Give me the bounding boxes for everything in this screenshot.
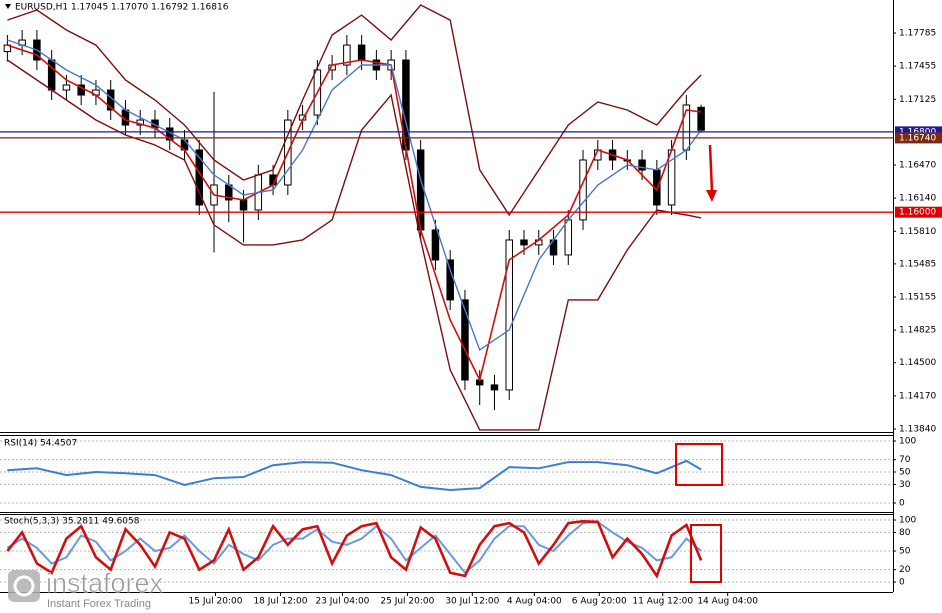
panel [0,440,893,504]
candle-body [564,219,573,256]
candle-body [520,239,528,246]
y-tick-label: 50 [899,547,911,557]
x-tick-label: 15 Jul 20:00 [189,597,243,607]
y-tick-label: 1.14170 [899,391,936,401]
y-tick-label: 70 [899,455,911,465]
candle-body [490,384,499,391]
y-tick-label: 1.15485 [899,259,936,269]
indicator-line [7,44,702,383]
y-tick-label: 1.17455 [899,62,936,72]
indicator-line [6,519,703,579]
y-tick-label: 1.14825 [899,326,936,336]
annotation-box [675,443,723,486]
annotation-arrow [708,144,714,193]
x-tick-label: 14 Aug 04:00 [697,597,758,607]
x-tick-label: 23 Jul 04:00 [315,597,369,607]
price-label-bg [895,132,942,144]
y-tick-label: 1.16140 [899,194,936,204]
x-tick-label: 4 Aug 04:00 [507,597,562,607]
price-label: 1.16800 [899,127,936,137]
panel [0,519,893,583]
y-tick-label: 100 [899,516,916,526]
indicator-line [7,39,702,351]
plot-layer [0,4,893,583]
x-tick-label: 25 Jul 20:00 [380,597,434,607]
candle-body [505,239,513,391]
annotation-arrowhead [706,190,717,202]
price-label: 1.16740 [899,133,936,143]
indicator-line [7,4,702,217]
watermark-brand: instaforex [46,568,164,598]
rsi-title: RSI(14) 54.4507 [4,439,77,449]
candle-body [47,59,56,91]
y-tick-label: 1.15810 [899,227,936,237]
x-tick-label: 18 Jul 12:00 [253,597,307,607]
stoch-title: Stoch(5,3,3) 35.2811 49.6058 [4,517,140,527]
y-tick-label: 100 [899,437,916,447]
indicator-line [6,520,702,575]
x-tick-label: 11 Aug 12:00 [632,597,693,607]
x-tick-label: 6 Aug 20:00 [572,597,627,607]
watermark-logo [8,570,40,602]
y-tick-label: 1.15155 [899,293,936,303]
watermark-logo-mark [13,575,35,597]
candle-body [3,44,12,53]
indicator-line [7,59,702,431]
y-tick-label: 1.17125 [899,95,936,105]
y-tick-label: 0 [899,499,905,509]
candle-body [357,44,366,61]
x-tick-label: 30 Jul 12:00 [445,597,499,607]
y-tick-label: 80 [899,528,911,538]
candle-body [343,44,351,66]
y-tick-label: 50 [899,468,911,478]
y-tick-label: 30 [899,480,911,490]
y-tick-label: 20 [899,565,911,575]
candle-body [579,159,587,221]
chart-title: EURUSD,H1 1.17045 1.17070 1.16792 1.1681… [15,3,229,13]
candle-body [239,199,248,211]
y-tick-label: 1.13840 [899,424,936,434]
y-tick-label: 1.17785 [899,29,936,39]
candle-body [446,259,454,301]
candle-body [638,159,646,171]
annotation-box [690,524,722,583]
price-label: 1.16000 [899,208,936,218]
price-label-bg [895,126,942,138]
watermark: instaforex Instant Forex Trading [8,568,164,610]
panel [3,4,705,431]
menu-icon [5,4,11,9]
candle-body [461,299,469,381]
y-tick-label: 0 [899,578,905,588]
y-tick-label: 1.14500 [899,358,936,368]
watermark-tagline: Instant Forex Trading [47,598,151,610]
indicator-line [7,459,702,492]
candle-body [697,106,705,131]
candle-body [431,229,440,261]
candle-body [62,84,71,91]
price-label-bg [895,206,942,218]
y-tick-label: 1.16470 [899,161,936,171]
